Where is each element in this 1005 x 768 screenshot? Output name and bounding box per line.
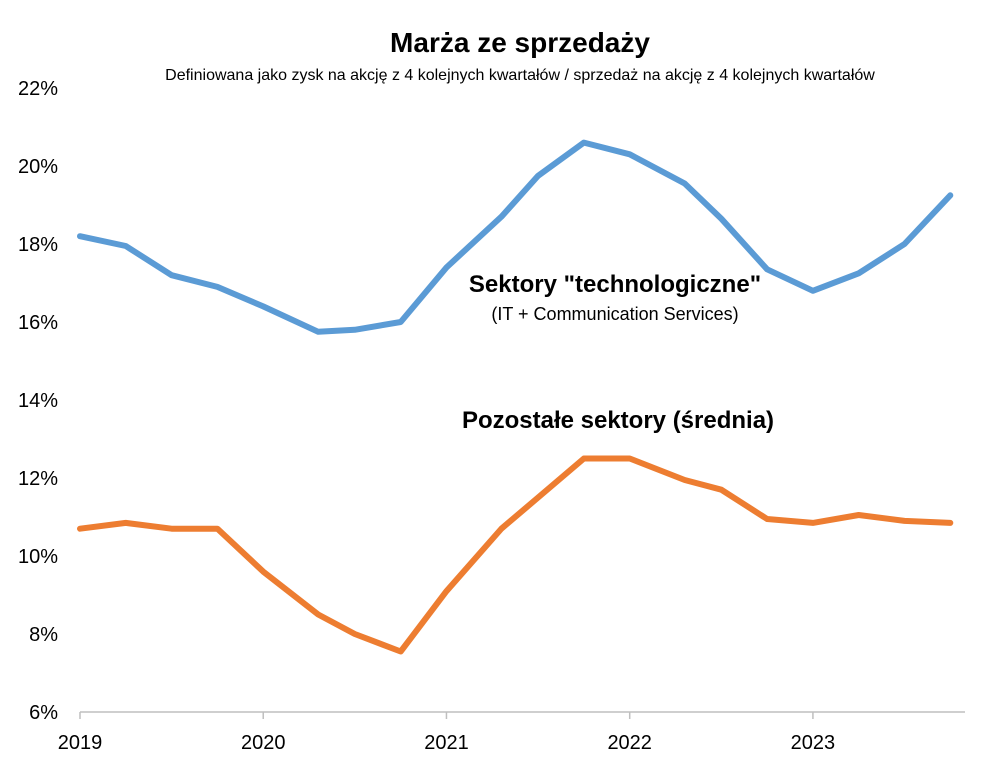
- x-axis: 2019 2020 2021 2022 2023: [58, 711, 965, 754]
- y-tick-label: 12%: [18, 468, 58, 490]
- y-tick-label: 18%: [18, 234, 58, 256]
- y-tick-label: 6%: [29, 702, 58, 724]
- chart-title: Marża ze sprzedaży: [390, 27, 650, 58]
- series-label-other: Pozostałe sektory (średnia): [462, 407, 774, 434]
- series-line-tech: [77, 139, 954, 335]
- x-tick-label: 2020: [241, 732, 286, 754]
- y-tick-label: 14%: [18, 390, 58, 412]
- y-tick-label: 16%: [18, 312, 58, 334]
- y-axis: 6% 8% 10% 12% 14% 16% 18% 20% 22%: [18, 78, 58, 724]
- x-tick-label: 2022: [607, 732, 652, 754]
- series-label-tech: Sektory "technologiczne": [469, 271, 761, 298]
- x-tick-label: 2021: [424, 732, 469, 754]
- series-lines: [77, 139, 954, 655]
- chart-subtitle: Definiowana jako zysk na akcję z 4 kolej…: [165, 67, 875, 84]
- y-tick-label: 20%: [18, 156, 58, 178]
- x-tick-label: 2019: [58, 732, 103, 754]
- series-line-other: [77, 455, 954, 655]
- series-sublabel-tech: (IT + Communication Services): [491, 304, 738, 324]
- x-tick-label: 2023: [791, 732, 836, 754]
- y-tick-label: 10%: [18, 546, 58, 568]
- y-tick-label: 22%: [18, 78, 58, 100]
- y-tick-label: 8%: [29, 624, 58, 646]
